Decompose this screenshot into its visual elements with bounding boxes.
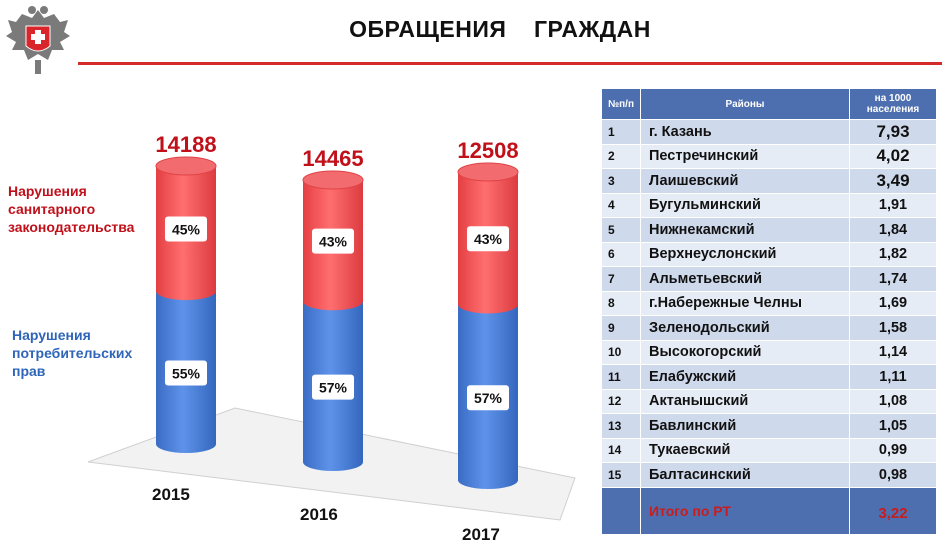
regions-table: №п/п Районы на 1000 населения 1 г. Казань… (601, 88, 937, 535)
total-value: 3,22 (849, 486, 937, 535)
row-rate: 0,99 (849, 437, 937, 463)
table-row: 10 Высокогорский 1,14 (601, 339, 937, 365)
x-tick-label: 2017 (462, 525, 500, 544)
x-tick-label: 2016 (300, 505, 338, 524)
row-number: 9 (601, 315, 641, 341)
consumer-pct-label-box (467, 385, 509, 411)
row-rate: 1,84 (849, 217, 937, 243)
col-num-header: №п/п (601, 88, 641, 120)
row-number: 11 (601, 364, 641, 390)
col-region-header: Районы (640, 88, 850, 120)
row-rate: 1,69 (849, 290, 937, 316)
sanitary-pct-label-box (165, 216, 207, 242)
row-number: 10 (601, 339, 641, 365)
cylinder-chart: 14188 45% 55% 2015 14465 43% 57% 2016 12508 43% 57… (87, 132, 576, 544)
row-rate: 4,02 (849, 143, 937, 169)
legend-sanitary: Нарушения санитарного законодательства (8, 183, 135, 235)
consumer-pct-label-box (165, 360, 207, 386)
total-num-cell (601, 486, 641, 535)
row-number: 1 (601, 119, 641, 145)
total-row: Итого по РТ 3,22 (601, 486, 937, 535)
sanitary-pct-label: 43% (474, 231, 503, 247)
table-row: 9 Зеленодольский 1,58 (601, 315, 937, 341)
table-row: 15 Балтасинский 0,98 (601, 462, 937, 488)
row-rate: 1,14 (849, 339, 937, 365)
row-rate: 1,91 (849, 192, 937, 218)
row-number: 15 (601, 462, 641, 488)
row-number: 14 (601, 437, 641, 463)
row-rate: 7,93 (849, 119, 937, 145)
total-label: 12508 (457, 138, 518, 163)
row-number: 5 (601, 217, 641, 243)
table-row: 7 Альметьевский 1,74 (601, 266, 937, 292)
sanitary-pct-label: 45% (172, 222, 201, 238)
page-title: ОБРАЩЕНИЯ ГРАЖДАН (349, 16, 651, 42)
row-region: г.Набережные Челны (640, 290, 850, 316)
row-rate: 1,74 (849, 266, 937, 292)
row-number: 4 (601, 192, 641, 218)
bar-top-cap (457, 162, 519, 182)
row-region: Верхнеуслонский (640, 241, 850, 267)
row-region: г. Казань (640, 119, 850, 145)
row-number: 12 (601, 388, 641, 414)
consumer-pct-label: 55% (172, 366, 201, 382)
row-region: Зеленодольский (640, 315, 850, 341)
row-region: Актанышский (640, 388, 850, 414)
row-region: Тукаевский (640, 437, 850, 463)
consumer-pct-label: 57% (474, 390, 503, 406)
row-region: Балтасинский (640, 462, 850, 488)
table-row: 14 Тукаевский 0,99 (601, 437, 937, 463)
table-row: 6 Верхнеуслонский 1,82 (601, 241, 937, 267)
sanitary-pct-label-box (467, 226, 509, 252)
table-body: 1 г. Казань 7,93 2 Пестречинский 4,02 3 Лаишевс… (601, 119, 937, 535)
bars-group: 14188 45% 55% 2015 14465 43% 57% 2016 12508 43% 57… (152, 132, 519, 544)
title-divider (78, 62, 942, 65)
table-row: 2 Пестречинский 4,02 (601, 143, 937, 169)
row-region: Елабужский (640, 364, 850, 390)
sanitary-pct-label-box (312, 228, 354, 254)
row-region: Альметьевский (640, 266, 850, 292)
row-rate: 0,98 (849, 462, 937, 488)
row-region: Лаишевский (640, 168, 850, 194)
row-rate: 3,49 (849, 168, 937, 194)
consumer-pct-label: 57% (319, 380, 348, 396)
table-row: 11 Елабужский 1,11 (601, 364, 937, 390)
table-row: 13 Бавлинский 1,05 (601, 413, 937, 439)
row-rate: 1,05 (849, 413, 937, 439)
consumer-pct-label-box (312, 374, 354, 400)
row-rate: 1,82 (849, 241, 937, 267)
table-row: 5 Нижнекамский 1,84 (601, 217, 937, 243)
total-label: 14188 (155, 132, 216, 157)
row-region: Бугульминский (640, 192, 850, 218)
x-tick-label: 2015 (152, 485, 190, 504)
sanitary-pct-label: 43% (319, 234, 348, 250)
row-number: 3 (601, 168, 641, 194)
row-region: Высокогорский (640, 339, 850, 365)
row-region: Бавлинский (640, 413, 850, 439)
row-rate: 1,58 (849, 315, 937, 341)
table-row: 8 г.Набережные Челны 1,69 (601, 290, 937, 316)
bar-top-cap (302, 170, 364, 190)
row-number: 7 (601, 266, 641, 292)
col-rate-header: на 1000 населения (849, 88, 937, 120)
table-row: 3 Лаишевский 3,49 (601, 168, 937, 194)
row-number: 6 (601, 241, 641, 267)
row-region: Пестречинский (640, 143, 850, 169)
bar-top-cap (155, 156, 217, 176)
row-region: Нижнекамский (640, 217, 850, 243)
row-number: 2 (601, 143, 641, 169)
table-row: 12 Актанышский 1,08 (601, 388, 937, 414)
table-row: 4 Бугульминский 1,91 (601, 192, 937, 218)
table-row: 1 г. Казань 7,93 (601, 119, 937, 145)
row-number: 13 (601, 413, 641, 439)
total-label: Итого по РТ (640, 486, 850, 535)
row-rate: 1,11 (849, 364, 937, 390)
row-rate: 1,08 (849, 388, 937, 414)
emblem-logo (6, 6, 70, 74)
total-label: 14465 (302, 146, 363, 171)
row-number: 8 (601, 290, 641, 316)
legend-consumer: Нарушения потребительских прав (12, 327, 133, 379)
